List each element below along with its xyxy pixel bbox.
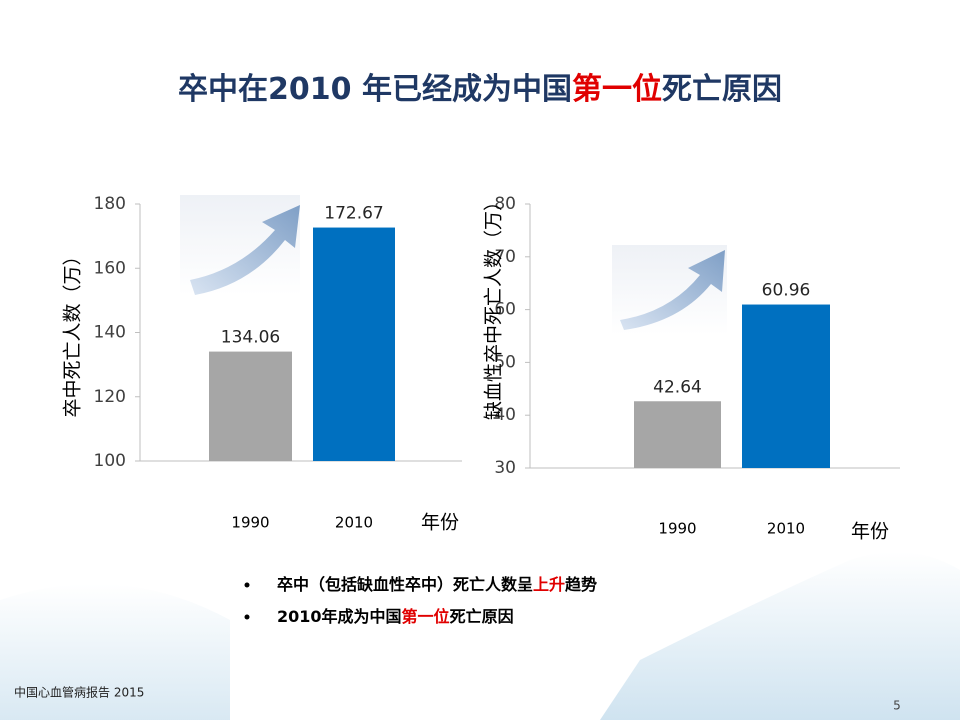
y-tick-label: 160 — [94, 258, 126, 278]
title-part: 第一位 — [572, 72, 662, 107]
bullet-dot — [244, 614, 250, 620]
bar — [313, 227, 395, 461]
bullet-part: 卒中（包括缺血性卒中）死亡人数呈 — [277, 575, 533, 594]
x-tick-label: 2010 — [767, 520, 805, 538]
bullet-part: 死亡原因 — [450, 607, 514, 626]
bullet-part: 第一位 — [402, 607, 450, 626]
x-tick-label: 2010 — [335, 514, 373, 532]
y-tick-label: 30 — [494, 458, 516, 478]
bullets: 卒中（包括缺血性卒中）死亡人数呈上升趋势 2010年成为中国第一位死亡原因 — [244, 575, 597, 626]
decoration — [0, 584, 230, 720]
bullet-part: 趋势 — [565, 575, 597, 594]
bar — [742, 304, 830, 468]
y-tick-label: 50 — [494, 352, 516, 372]
bullet-text: 卒中（包括缺血性卒中）死亡人数呈上升趋势 — [277, 575, 597, 594]
bullet-text: 2010年成为中国第一位死亡原因 — [277, 607, 514, 626]
title-part: 卒中在2010 年已经成为中国 — [178, 72, 572, 107]
x-tick-label: 1990 — [231, 514, 269, 532]
value-label: 60.96 — [762, 281, 811, 301]
title-part: 死亡原因 — [662, 72, 782, 107]
y-axis-label: 缺血性卒中死亡人数（万） — [483, 192, 505, 420]
footer: 中国心血管病报告 2015 — [14, 685, 144, 700]
slide-title: 卒中在2010 年已经成为中国第一位死亡原因 — [178, 72, 782, 107]
y-tick-label: 180 — [94, 194, 126, 214]
x-tick-label: 1990 — [658, 520, 696, 538]
y-tick-label: 40 — [494, 405, 516, 425]
value-label: 134.06 — [221, 328, 280, 348]
bullet-dot — [244, 582, 250, 588]
y-tick-label: 70 — [494, 247, 516, 267]
value-label: 42.64 — [653, 377, 702, 397]
x-axis-label: 年份 — [851, 521, 889, 543]
bullet-part: 2010年成为中国 — [277, 607, 402, 626]
y-tick-label: 80 — [494, 194, 516, 214]
arrow — [190, 205, 300, 295]
y-tick-label: 140 — [94, 323, 126, 343]
decoration — [600, 552, 960, 720]
y-axis-label: 卒中死亡人数（万） — [62, 246, 84, 417]
bullet-part: 上升 — [533, 575, 565, 594]
y-tick-label: 100 — [94, 451, 126, 471]
page-number: 5 — [893, 699, 901, 713]
value-label: 172.67 — [324, 204, 383, 224]
bar — [209, 351, 292, 461]
bar — [634, 401, 721, 468]
y-tick-label: 60 — [494, 300, 516, 320]
x-axis-label: 年份 — [421, 512, 459, 534]
arrow — [620, 250, 725, 330]
y-tick-label: 120 — [94, 387, 126, 407]
